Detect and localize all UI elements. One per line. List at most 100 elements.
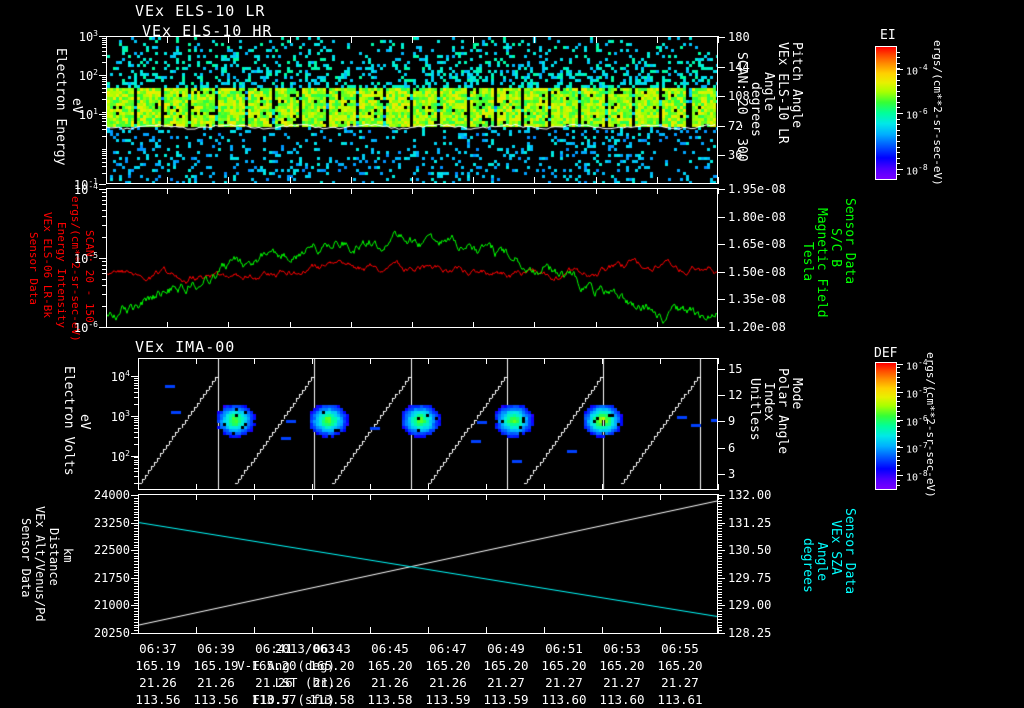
panel3-xtick-bottom [254,484,255,490]
panel1-left-minor-tick [102,40,106,41]
panel1-left-minor-tick [102,116,106,117]
panel1-colorbar-minor-tick [897,158,900,159]
panel4-left-minor-tick [134,539,138,540]
panel1-colorbar-title: EI [880,28,896,43]
panel1-left-minor-tick [102,121,106,122]
panel1-left-tick-label: 10-1 [73,177,98,192]
panel2-left-axis-label-4: ergs/(cm**2-sr-sec-eV) [69,196,82,342]
panel1-colorbar-minor-tick [897,113,900,114]
panel4-right-minor-tick [718,578,722,579]
panel4-right-minor-tick [718,534,722,535]
panel4-right-minor-tick [718,605,722,606]
panel1-xtick-bottom [534,177,535,184]
panel3-left-minor-tick [134,418,138,419]
panel2-xtick-bottom [596,322,597,328]
panel1-colorbar-minor-tick [897,169,900,170]
panel4-left-minor-tick [134,525,138,526]
panel2-left-tick-label: 10-6 [73,320,98,335]
panel1-left-minor-tick [102,99,106,100]
panel3-xtick-top [312,358,313,364]
panel4-right-minor-tick [718,503,722,504]
bottom-table-cell: 06:53 [603,641,641,656]
panel3-left-tick [131,416,138,417]
bottom-table-row-label: 2013/063 [274,641,335,656]
panel2-xtick-top [167,188,168,194]
bottom-table-cell: 21.27 [661,675,699,690]
panel4-left-minor-tick [134,572,138,573]
panel1-colorbar-minor-tick [897,91,900,92]
panel3-colorbar-minor-tick [897,387,900,388]
bottom-table-cell: 113.60 [599,692,645,707]
bottom-table-cell: 165.19 [193,658,239,673]
panel1-colorbar-minor-tick [897,96,900,97]
panel4-right-tick-label: 129.75 [728,571,772,585]
panel3-colorbar[interactable] [875,362,897,490]
panel4-left-minor-tick [134,627,138,628]
panel2-right-axis-label-2: S/C B [828,228,843,268]
bottom-table-cell: 165.20 [541,658,587,673]
panel2-xtick-bottom [473,322,474,328]
panel4-right-minor-tick [718,614,722,615]
panel3-colorbar-tick-label: 10-4 [906,358,928,373]
panel4-left-minor-tick [134,586,138,587]
panel1-left-minor-tick [102,114,106,115]
panel4-left-minor-tick [134,495,138,496]
panel4-right-tick-label: 128.25 [728,626,772,640]
panel3-right-tick-label: 9 [728,414,736,428]
panel4-xtick-top [428,494,429,500]
bottom-table-cell: 21.26 [197,675,235,690]
panel4-right-minor-tick [718,572,722,573]
panel4-right-minor-tick [718,603,722,604]
panel4-left-minor-tick [134,575,138,576]
panel4-right-minor-tick [718,597,722,598]
panel3-plot-area[interactable] [138,358,718,490]
panel3-colorbar-minor-tick [897,451,900,452]
panel4-plot-area[interactable] [138,494,718,634]
panel1-plot-area[interactable] [106,36,718,184]
panel1-xtick-bottom [473,177,474,184]
panel1-left-minor-tick [102,38,106,39]
panel1-left-minor-tick [102,118,106,119]
panel3-colorbar-minor-tick [897,460,900,461]
bottom-table-cell: 165.19 [135,658,181,673]
panel1-colorbar-minor-tick [897,147,900,148]
panel4-xtick-top [254,494,255,500]
panel1-right-axis-label-2: VEx ELS-10 LR [775,42,790,144]
panel3-left-minor-tick [134,420,138,421]
panel1-colorbar-tick-label: 10-4 [906,63,928,78]
panel2-left-minor-tick [102,285,106,286]
panel3-right-tick-label: 15 [728,362,743,376]
panel4-left-axis-label-1: Sensor Data [19,518,33,598]
panel3-colorbar-tick [897,392,903,393]
panel3-colorbar-minor-tick [897,377,900,378]
panel3-xtick-top [544,358,545,364]
panel2-plot-area[interactable] [106,188,718,328]
panel1-right-tick-label: 108 [728,89,750,103]
panel4-right-minor-tick [718,616,722,617]
bottom-table-cell: 21.26 [313,675,351,690]
panel4-right-minor-tick [718,627,722,628]
panel4-left-minor-tick [134,583,138,584]
panel2-xtick-bottom [412,322,413,328]
panel1-left-minor-tick [102,173,106,174]
panel1-colorbar-minor-tick [897,174,900,175]
panel4-xtick-bottom [254,627,255,634]
panel2-xtick-bottom [351,322,352,328]
panel1-left-minor-tick [102,42,106,43]
panel4-left-minor-tick [134,567,138,568]
panel1-xtick-top [473,36,474,43]
panel2-left-minor-tick [102,306,106,307]
panel4-xtick-bottom [602,627,603,634]
panel1-left-minor-tick [102,44,106,45]
panel3-left-minor-tick [134,432,138,433]
panel2-line-canvas [107,189,717,327]
panel2-xtick-top [596,188,597,194]
panel1-colorbar-minor-tick [897,163,900,164]
panel4-left-minor-tick [134,616,138,617]
panel3-left-tick [131,456,138,457]
panel1-colorbar-tick [897,69,903,70]
panel3-right-tick [718,421,725,422]
panel1-colorbar[interactable] [875,46,897,180]
panel4-right-minor-tick [718,506,722,507]
panel3-colorbar-tick [897,447,903,448]
